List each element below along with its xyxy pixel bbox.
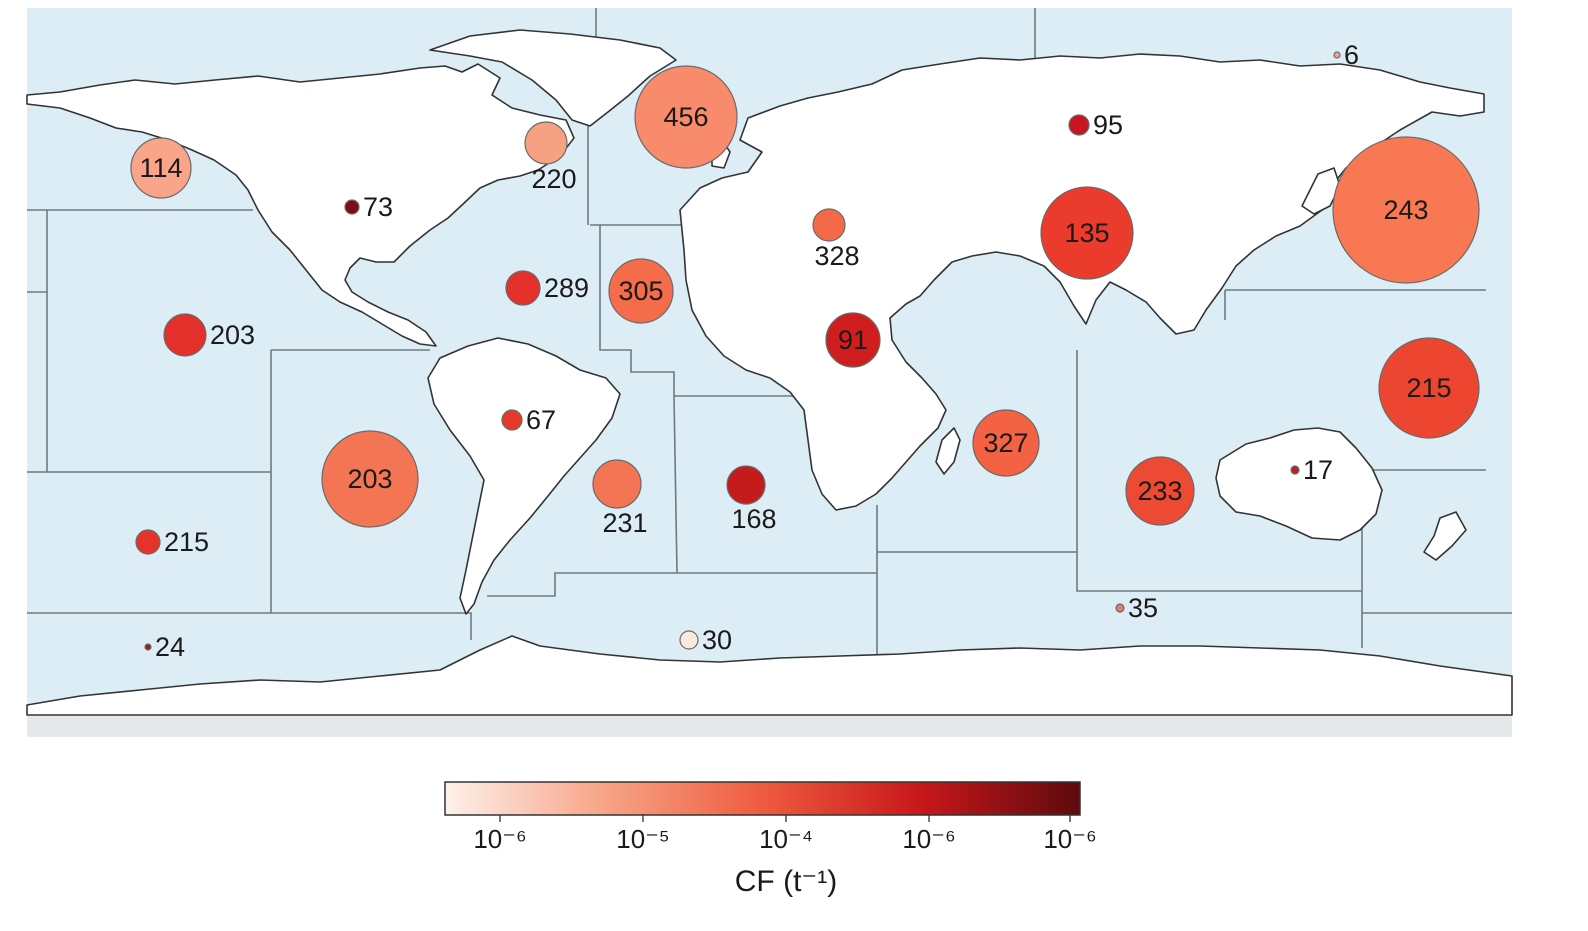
site-bubble [130,137,192,199]
colorbar-ticks: 10⁻⁶ 10⁻⁵ 10⁻⁴ 10⁻⁶ 10⁻⁶ [473,815,1097,854]
site-bubble [1040,186,1134,280]
site-label: 17 [1303,455,1333,485]
site-label: 73 [363,192,393,222]
site-label: 91 [838,325,868,355]
site-bubble [1378,337,1480,439]
site-bubble [501,409,523,431]
north-america-land [26,63,575,347]
eurasia-africa-land [679,53,1485,511]
colorbar: 10⁻⁶ 10⁻⁵ 10⁻⁴ 10⁻⁶ 10⁻⁶ CF (t⁻¹) [444,781,1097,898]
site-bubble [163,313,207,357]
site-bubble [1115,603,1125,613]
site-label: 35 [1128,593,1158,623]
japan-land [1301,167,1341,215]
site-label: 114 [139,153,182,183]
bubble-layer: 6 95 456 220 114 73 243 135 328 305 289 203 91 215 67 2… [130,40,1480,662]
colorbar-tick-label: 10⁻⁴ [759,824,813,854]
site-bubble [344,199,360,215]
colorbar-tick-label: 10⁻⁵ [616,824,669,854]
colorbar-gradient [444,781,1081,816]
site-bubble [524,121,568,165]
antarctica-land [26,635,1513,716]
site-label: 215 [1406,373,1451,403]
site-bubble [726,465,766,505]
site-label: 215 [164,527,209,557]
site-label: 243 [1383,195,1428,225]
map-bottom-strip [27,715,1512,737]
site-bubble [1333,51,1341,59]
site-label: 30 [702,625,732,655]
site-label: 24 [155,632,185,662]
site-bubble [1068,114,1090,136]
colorbar-tick-label: 10⁻⁶ [1043,824,1096,854]
colorbar-tick-label: 10⁻⁶ [473,824,526,854]
site-bubble [144,643,152,651]
site-bubble [321,430,419,528]
site-bubble [592,459,642,509]
site-bubble [608,258,674,324]
site-label: 327 [983,428,1028,458]
site-bubble [972,409,1040,477]
australia-land [1215,427,1383,541]
colorbar-tick-label: 10⁻⁶ [902,824,955,854]
site-label: 67 [526,405,556,435]
greenland-land [429,29,677,127]
site-label: 289 [544,273,589,303]
site-label: 203 [210,320,255,350]
site-label: 135 [1064,218,1109,248]
map-panel: 6 95 456 220 114 73 243 135 328 305 289 203 91 215 67 2… [26,8,1513,737]
site-label: 203 [347,464,392,494]
site-bubble [1290,465,1300,475]
site-label: 168 [731,504,776,534]
site-bubble [505,270,541,306]
site-bubble [135,529,161,555]
new-zealand-land [1423,511,1467,561]
site-label: 305 [618,276,663,306]
site-bubble [825,312,881,368]
site-bubble [679,630,699,650]
land-masses [26,29,1513,716]
south-america-land [427,337,621,615]
site-label: 95 [1093,110,1123,140]
colorbar-title: CF (t⁻¹) [735,865,837,898]
madagascar-land [935,427,961,475]
site-bubble [1332,136,1480,284]
site-bubble [812,208,846,242]
site-label: 6 [1344,40,1359,70]
site-label: 328 [814,241,859,271]
site-label: 233 [1137,476,1182,506]
site-label: 231 [602,508,647,538]
site-label: 220 [531,164,576,194]
site-bubble [1125,456,1195,526]
site-label: 456 [663,102,708,132]
site-bubble [634,65,738,169]
